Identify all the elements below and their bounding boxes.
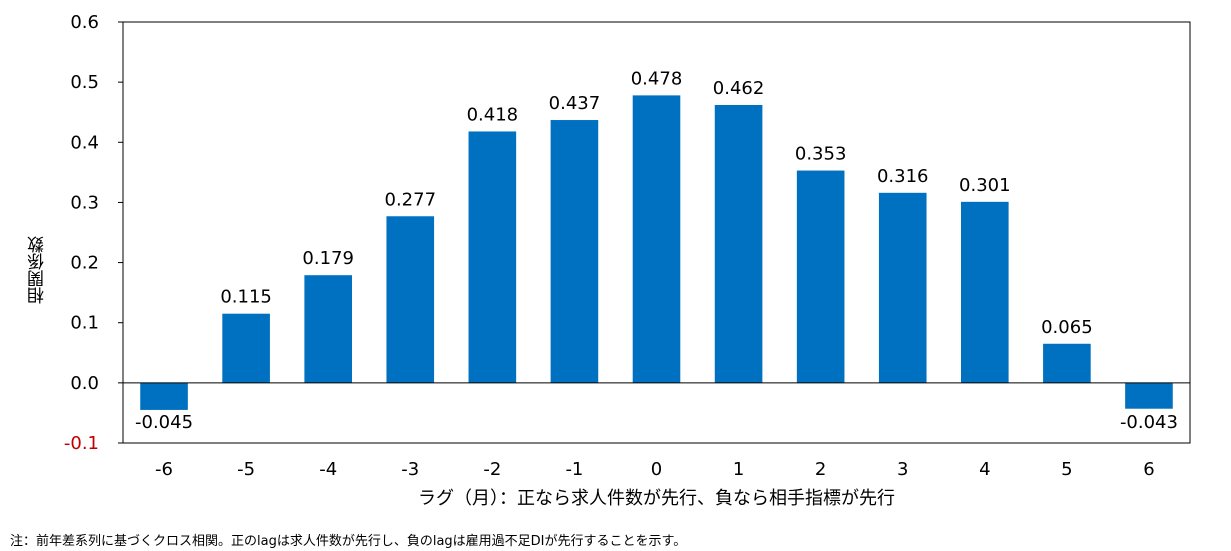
bar <box>1043 343 1091 383</box>
x-tick-label: 3 <box>897 459 908 480</box>
data-label: 0.353 <box>795 144 847 165</box>
data-label: 0.437 <box>549 93 601 114</box>
footnote: 注：前年差系列に基づくクロス相関。正のlagは求人件数が先行し、負のlagは雇用… <box>10 534 687 549</box>
x-tick-label: -1 <box>565 459 583 480</box>
y-tick-label: 0.0 <box>70 373 99 394</box>
data-label: 0.179 <box>302 248 354 269</box>
x-tick-label: 1 <box>733 459 744 480</box>
bar <box>222 313 270 383</box>
bar <box>386 216 435 383</box>
x-tick-label: -3 <box>401 459 419 480</box>
bar <box>1125 382 1173 409</box>
bar <box>304 275 352 383</box>
bar <box>550 120 599 383</box>
x-tick-label: 0 <box>651 459 662 480</box>
data-label: 0.115 <box>220 287 272 308</box>
y-tick-label: 0.5 <box>70 72 99 93</box>
bar <box>796 170 845 383</box>
y-tick-label: 0.4 <box>70 132 99 153</box>
y-tick-label: 0.1 <box>70 313 99 334</box>
x-tick-label: 5 <box>1061 459 1072 480</box>
y-tick-label: 0.6 <box>70 12 99 33</box>
x-tick-label: 2 <box>815 459 826 480</box>
data-label: 0.418 <box>467 104 519 125</box>
data-label: 0.462 <box>713 78 765 99</box>
x-tick-label: -2 <box>483 459 501 480</box>
data-label: 0.277 <box>385 189 437 210</box>
y-axis-title: 相関係数 <box>27 236 48 304</box>
y-tick-label: 0.3 <box>70 192 99 213</box>
bar <box>878 192 927 383</box>
bar <box>714 104 763 383</box>
x-tick-label: -6 <box>155 459 173 480</box>
bar <box>140 382 188 410</box>
x-axis-title: ラグ（月）：正なら求人件数が先行、負なら相手指標が先行 <box>418 488 895 509</box>
bar <box>632 95 681 383</box>
plot-area <box>122 21 1191 444</box>
data-label: 0.316 <box>877 166 929 187</box>
data-label: -0.045 <box>135 412 193 433</box>
y-tick-label: 0.2 <box>70 253 99 274</box>
x-tick-label: -4 <box>319 459 337 480</box>
data-label: 0.301 <box>959 175 1011 196</box>
x-tick-label: -5 <box>237 459 255 480</box>
data-label: 0.065 <box>1041 317 1093 338</box>
x-tick-label: 4 <box>979 459 990 480</box>
data-label: -0.043 <box>1120 412 1178 433</box>
data-label: 0.478 <box>631 68 683 89</box>
y-tick-label: -0.1 <box>64 433 99 454</box>
bar <box>961 201 1009 383</box>
bar <box>468 131 517 383</box>
x-tick-label: 6 <box>1143 459 1154 480</box>
